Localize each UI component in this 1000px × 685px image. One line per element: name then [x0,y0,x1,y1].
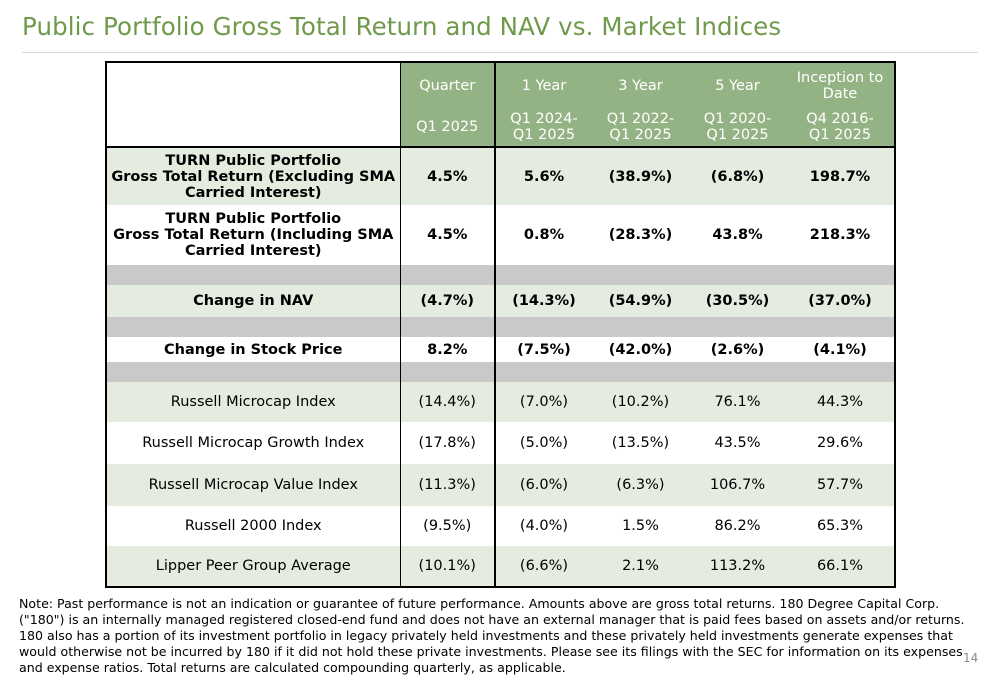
row-value: (10.2%) [592,382,689,422]
row-value: 76.1% [689,382,786,422]
separator-row [106,317,895,337]
row-value: (4.0%) [495,506,592,546]
row-value: (6.6%) [495,546,592,587]
row-value: 65.3% [786,506,895,546]
header-range: Q1 2020- Q1 2025 [689,108,786,147]
table-row: Russell Microcap Index (14.4%) (7.0%) (1… [106,382,895,422]
table-row: TURN Public Portfolio Gross Total Return… [106,205,895,265]
disclaimer-note: Note: Past performance is not an indicat… [19,596,965,675]
row-value: (28.3%) [592,205,689,265]
header-period: 3 Year [592,62,689,108]
table-row: Lipper Peer Group Average (10.1%) (6.6%)… [106,546,895,587]
header-period: Inception to Date [786,62,895,108]
row-value: (10.1%) [400,546,496,587]
header-row-ranges: Q1 2025 Q1 2024- Q1 2025 Q1 2022- Q1 202… [106,108,895,147]
row-value: 8.2% [400,337,496,362]
row-label: Lipper Peer Group Average [106,546,401,587]
row-label: Russell Microcap Index [106,382,401,422]
row-value: (38.9%) [592,147,689,205]
row-label: TURN Public Portfolio Gross Total Return… [106,147,401,205]
row-value: 218.3% [786,205,895,265]
row-value: 1.5% [592,506,689,546]
separator-row [106,362,895,382]
row-value: 66.1% [786,546,895,587]
row-value: 4.5% [400,147,496,205]
row-value: (17.8%) [400,422,496,464]
row-value: 29.6% [786,422,895,464]
header-period: 5 Year [689,62,786,108]
row-value: 106.7% [689,464,786,506]
row-value: 2.1% [592,546,689,587]
header-range: Q1 2025 [400,108,496,147]
row-value: (6.3%) [592,464,689,506]
header-range: Q1 2022- Q1 2025 [592,108,689,147]
row-value: 198.7% [786,147,895,205]
header-period: 1 Year [495,62,592,108]
table-row: TURN Public Portfolio Gross Total Return… [106,147,895,205]
row-value: 86.2% [689,506,786,546]
table-row: Russell Microcap Growth Index (17.8%) (5… [106,422,895,464]
row-value: (13.5%) [592,422,689,464]
row-value: (6.8%) [689,147,786,205]
row-label: TURN Public Portfolio Gross Total Return… [106,205,401,265]
page-title: Public Portfolio Gross Total Return and … [22,12,782,41]
row-value: 44.3% [786,382,895,422]
title-divider [22,52,978,53]
row-label: Russell 2000 Index [106,506,401,546]
performance-table: Quarter 1 Year 3 Year 5 Year Inception t… [105,61,896,588]
header-range: Q4 2016- Q1 2025 [786,108,895,147]
row-value: (6.0%) [495,464,592,506]
row-value: (37.0%) [786,285,895,317]
row-value: (9.5%) [400,506,496,546]
header-period: Quarter [400,62,496,108]
row-value: (2.6%) [689,337,786,362]
header-row-periods: Quarter 1 Year 3 Year 5 Year Inception t… [106,62,895,147]
row-label: Russell Microcap Value Index [106,464,401,506]
table-row: Change in Stock Price 8.2% (7.5%) (42.0%… [106,337,895,362]
row-value: 57.7% [786,464,895,506]
page-number: 14 [963,651,979,665]
row-value: (54.9%) [592,285,689,317]
row-value: (5.0%) [495,422,592,464]
row-value: 43.8% [689,205,786,265]
row-label: Change in Stock Price [106,337,401,362]
header-range: Q1 2024- Q1 2025 [495,108,592,147]
row-value: 0.8% [495,205,592,265]
row-value: 4.5% [400,205,496,265]
row-value: (11.3%) [400,464,496,506]
row-value: 43.5% [689,422,786,464]
header-corner [106,62,401,147]
row-label: Change in NAV [106,285,401,317]
row-value: 5.6% [495,147,592,205]
table-row: Change in NAV (4.7%) (14.3%) (54.9%) (30… [106,285,895,317]
row-label: Russell Microcap Growth Index [106,422,401,464]
row-value: (7.5%) [495,337,592,362]
row-value: 113.2% [689,546,786,587]
row-value: (42.0%) [592,337,689,362]
row-value: (7.0%) [495,382,592,422]
table-row: Russell 2000 Index (9.5%) (4.0%) 1.5% 86… [106,506,895,546]
separator-row [106,265,895,285]
table-row: Russell Microcap Value Index (11.3%) (6.… [106,464,895,506]
row-value: (30.5%) [689,285,786,317]
row-value: (4.7%) [400,285,496,317]
row-value: (14.4%) [400,382,496,422]
row-value: (4.1%) [786,337,895,362]
row-value: (14.3%) [495,285,592,317]
